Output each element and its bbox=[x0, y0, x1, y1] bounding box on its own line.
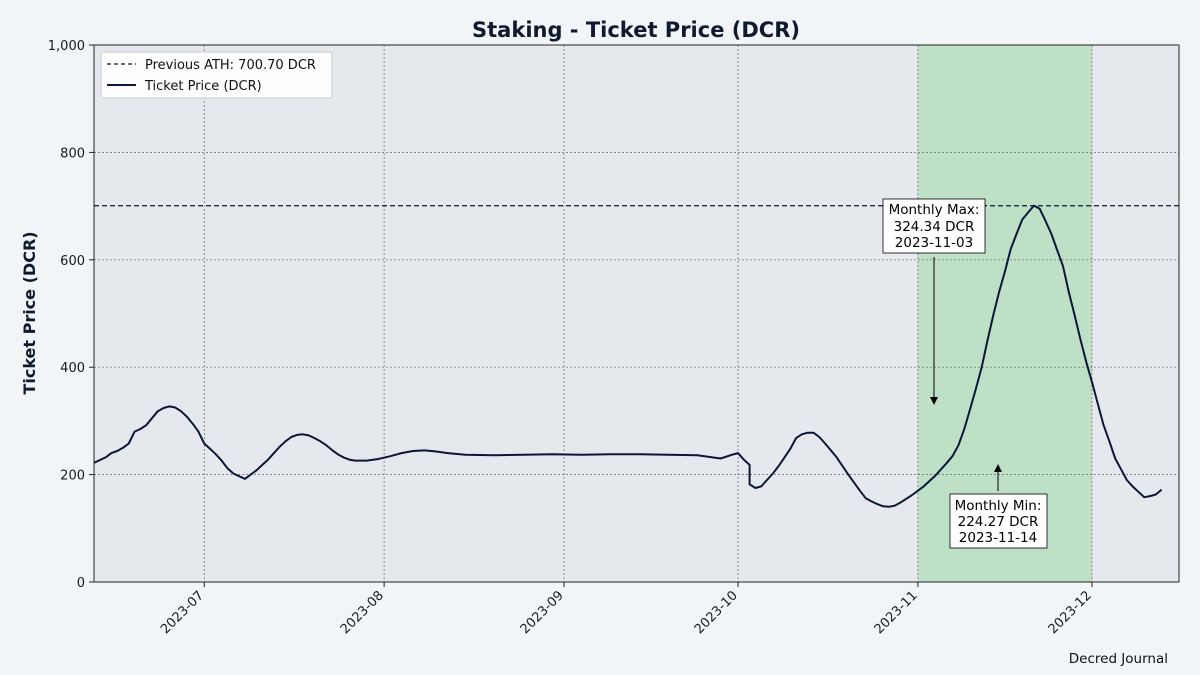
y-tick-label: 400 bbox=[60, 361, 85, 376]
annotation-max-box bbox=[882, 198, 986, 254]
x-tick-label: 2023-07 bbox=[158, 588, 207, 637]
y-axis-label: Ticket Price (DCR) bbox=[20, 231, 39, 394]
annotation-min-arrowhead bbox=[994, 464, 1002, 472]
y-tick-label: 800 bbox=[60, 146, 85, 161]
y-tick-label: 600 bbox=[60, 254, 85, 269]
y-tick-label: 0 bbox=[77, 576, 85, 591]
annotation-max-line3: 2023-11-03 bbox=[895, 235, 973, 251]
x-tick-label: 2023-09 bbox=[518, 588, 567, 637]
plot-frame bbox=[93, 44, 1180, 583]
y-tick-label: 200 bbox=[60, 469, 85, 484]
legend: Previous ATH: 700.70 DCR Ticket Price (D… bbox=[100, 51, 333, 99]
x-tick-label: 2023-10 bbox=[692, 588, 741, 637]
x-tick-label: 2023-12 bbox=[1046, 588, 1095, 637]
annotation-max-line1: Monthly Max: bbox=[889, 202, 980, 218]
x-tick-label: 2023-08 bbox=[338, 588, 387, 637]
annotation-min-box bbox=[949, 493, 1048, 549]
y-axis-ticks: 0 200 400 600 800 1,000 bbox=[48, 39, 94, 591]
series-line-ticket-price bbox=[93, 204, 1163, 508]
annotation-monthly-min: Monthly Min: 224.27 DCR 2023-11-14 bbox=[949, 464, 1048, 549]
annotation-min-line1: Monthly Min: bbox=[955, 498, 1042, 514]
x-tick-label: 2023-11 bbox=[872, 588, 921, 637]
annotation-max-line2: 324.34 DCR bbox=[894, 219, 975, 235]
x-axis-ticks: 2023-07 2023-08 2023-09 2023-10 2023-11 2023-… bbox=[158, 582, 1095, 637]
annotation-monthly-max: Monthly Max: 324.34 DCR 2023-11-03 bbox=[882, 198, 986, 405]
annotation-max-arrowhead bbox=[930, 397, 938, 405]
legend-label-ath: Previous ATH: 700.70 DCR bbox=[145, 58, 316, 73]
annotation-min-line2: 224.27 DCR bbox=[958, 514, 1039, 530]
credit-text: Decred Journal bbox=[1069, 651, 1168, 667]
y-tick-label: 1,000 bbox=[48, 39, 85, 54]
highlight-band bbox=[917, 45, 1092, 582]
chart-title: Staking - Ticket Price (DCR) bbox=[472, 18, 800, 42]
annotation-min-line3: 2023-11-14 bbox=[959, 530, 1037, 546]
legend-label-series: Ticket Price (DCR) bbox=[144, 79, 262, 94]
legend-box bbox=[100, 51, 333, 99]
